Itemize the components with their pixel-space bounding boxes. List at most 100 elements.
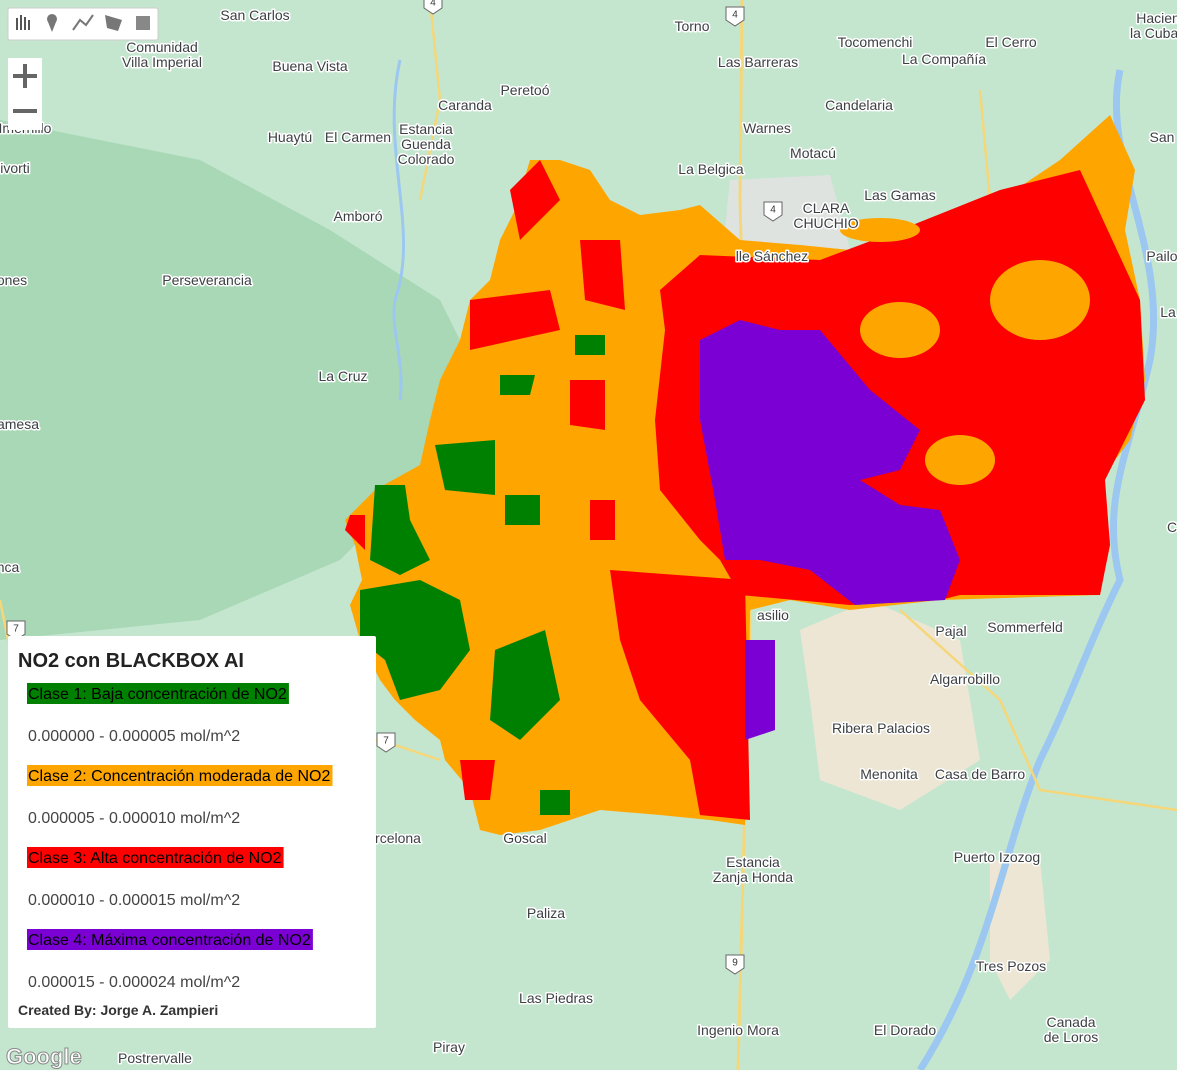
legend-range: 0.000010 - 0.000015 mol/m^2 (28, 892, 240, 909)
place-label-line: Buena Vista (272, 58, 347, 74)
place-label-line: El Cerro (985, 34, 1037, 50)
place-label-line: Pailo (1146, 248, 1177, 264)
place-label-line: Estancia (726, 854, 780, 870)
place-label-line: Guenda (401, 136, 451, 152)
river (917, 69, 1158, 1072)
mountain-area (0, 120, 470, 640)
place-label-line: Menonita (860, 766, 918, 782)
legend-range: 0.000015 - 0.000024 mol/m^2 (28, 974, 240, 991)
place-label: Pajal (935, 623, 966, 639)
place-label: Las Gamas (864, 187, 936, 203)
place-label: El Carmen (325, 129, 391, 145)
place-label: asilio (757, 607, 789, 623)
toolbar-background (7, 7, 159, 41)
no2-region (345, 115, 1145, 835)
line-tool[interactable] (72, 14, 94, 31)
polygon-tool[interactable] (105, 15, 122, 31)
place-label: amesa (0, 416, 39, 432)
place-label-line: ivorti (0, 160, 30, 176)
zoom-control (8, 58, 42, 130)
place-label-line: Peretoó (500, 82, 549, 98)
road-shield-label: 9 (732, 958, 738, 969)
place-label-line: de Loros (1044, 1029, 1098, 1045)
legend-label: Clase 2: Concentración moderada de NO2 (28, 768, 330, 785)
road-shield (725, 6, 745, 27)
place-label: Paliza (527, 905, 565, 921)
legend-swatch (27, 929, 313, 950)
place-label: Ribera Palacios (832, 720, 930, 736)
place-label-line: Canada (1046, 1014, 1095, 1030)
place-label-line: Casa de Barro (935, 766, 1025, 782)
legend-label: Clase 4: Máxima concentración de NO2 (28, 932, 311, 949)
place-label: lle Sánchez (736, 248, 808, 264)
place-label: Estancia Guenda Colorado (398, 121, 455, 167)
pan-tool[interactable] (16, 15, 30, 30)
rectangle-tool[interactable] (136, 16, 150, 30)
place-label: Tocomenchi (838, 34, 913, 50)
place-label: Tres Pozos (976, 958, 1046, 974)
place-label-line: Goscal (503, 830, 547, 846)
place-label-line: amesa (0, 416, 39, 432)
place-label: Comunidad Villa Imperial (122, 39, 202, 70)
road-shield-label: 4 (430, 0, 436, 9)
place-label: C (1167, 519, 1177, 535)
place-label: La Compañía (902, 51, 986, 67)
road-shield (725, 954, 745, 975)
place-label: Warnes (743, 120, 791, 136)
place-label-line: San (1150, 129, 1175, 145)
place-label-line: Torno (674, 18, 709, 34)
place-label-line: Ribera Palacios (832, 720, 930, 736)
place-label: Algarrobillo (930, 671, 1000, 687)
attribution: Google (6, 1044, 82, 1069)
place-label: Amboró (333, 208, 382, 224)
place-label-line: CHUCHIO (793, 215, 858, 231)
place-label-line: Warnes (743, 120, 791, 136)
place-label-line: Paliza (527, 905, 565, 921)
legend-title: NO2 con BLACKBOX AI (18, 650, 244, 672)
place-label: La Belgica (678, 161, 744, 177)
place-label: ones (0, 272, 27, 288)
legend: NO2 con BLACKBOX AI Clase 1: Baja concen… (8, 636, 376, 1028)
road-shield-label: 7 (383, 736, 389, 747)
legend-swatch (27, 847, 284, 868)
place-label-line: la Cuban (1130, 25, 1177, 41)
place-label: Sommerfeld (987, 619, 1062, 635)
place-label-line: Zanja Honda (713, 869, 793, 885)
legend-range: 0.000000 - 0.000005 mol/m^2 (28, 728, 240, 745)
place-label: CLARA CHUCHIO (793, 200, 858, 231)
place-label-line: Pajal (935, 623, 966, 639)
place-label: ivorti (0, 160, 30, 176)
legend-label: Clase 3: Alta concentración de NO2 (28, 850, 282, 867)
road (0, 0, 1177, 812)
place-label-line: San Carlos (220, 7, 289, 23)
place-label-line: Comunidad (126, 39, 198, 55)
place-label-line: La Cruz (318, 368, 367, 384)
place-label-line: Candelaria (825, 97, 893, 113)
place-label: Menonita (860, 766, 918, 782)
place-label-line: Tocomenchi (838, 34, 913, 50)
place-label-line: Tres Pozos (976, 958, 1046, 974)
place-label: Las Barreras (718, 54, 798, 70)
place-label: San (1150, 129, 1175, 145)
road-shield-label: 4 (770, 205, 776, 216)
place-label: San Carlos (220, 7, 289, 23)
place-label-line: Las Barreras (718, 54, 798, 70)
place-label-line: El Dorado (874, 1022, 936, 1038)
road-shield (763, 201, 783, 222)
road-shield (376, 732, 396, 753)
place-label: rcelona (375, 830, 421, 846)
place-label: Candelaria (825, 97, 893, 113)
place-label-line: Las Gamas (864, 187, 936, 203)
place-label-line: Ingenio Mora (697, 1022, 779, 1038)
place-label-line: Hacien (1136, 10, 1177, 26)
point-tool[interactable] (46, 13, 57, 32)
zoom-in[interactable] (13, 64, 37, 88)
road-shield (423, 0, 443, 15)
place-label-line: ones (0, 272, 27, 288)
place-label-line: Villa Imperial (122, 54, 202, 70)
legend-swatch (27, 683, 289, 704)
place-label: Perseverancia (162, 272, 252, 288)
road-shield-label: 7 (13, 624, 19, 635)
place-label: La Cruz (318, 368, 367, 384)
